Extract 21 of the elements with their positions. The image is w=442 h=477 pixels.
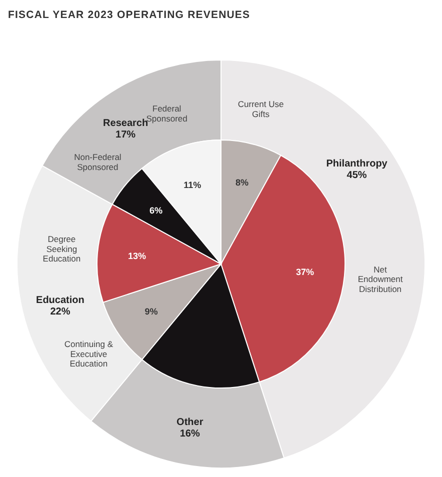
data-label: 17% [116, 129, 136, 140]
slice-label: Other [176, 416, 204, 428]
chart-title: FISCAL YEAR 2023 OPERATING REVENUES [8, 9, 250, 21]
slice-label: Research [103, 118, 148, 129]
data-label: 13% [128, 251, 146, 262]
data-label: 8% [235, 177, 248, 188]
data-label: 22% [50, 306, 70, 318]
data-label: 37% [296, 267, 314, 278]
data-label: 11% [184, 180, 202, 190]
slice-label: Federal Sponsored [146, 104, 188, 124]
slice-label: Net Endowment Distribution [358, 264, 404, 294]
data-label: 9% [144, 306, 158, 317]
data-label: 16% [180, 428, 200, 440]
slice-label: Current Use Gifts [238, 99, 284, 119]
slice-label: Philanthropy [326, 158, 388, 170]
data-label: 6% [150, 205, 163, 216]
data-label: 45% [346, 170, 367, 181]
slice-label: Degree Seeking Education [42, 234, 81, 264]
slice-label: Non-Federal Sponsored [74, 152, 122, 172]
slice-label: Education [36, 295, 84, 306]
slice-label: Continuing & Executive Education [64, 339, 114, 369]
